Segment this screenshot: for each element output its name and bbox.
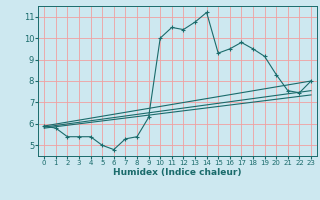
X-axis label: Humidex (Indice chaleur): Humidex (Indice chaleur) [113, 168, 242, 177]
